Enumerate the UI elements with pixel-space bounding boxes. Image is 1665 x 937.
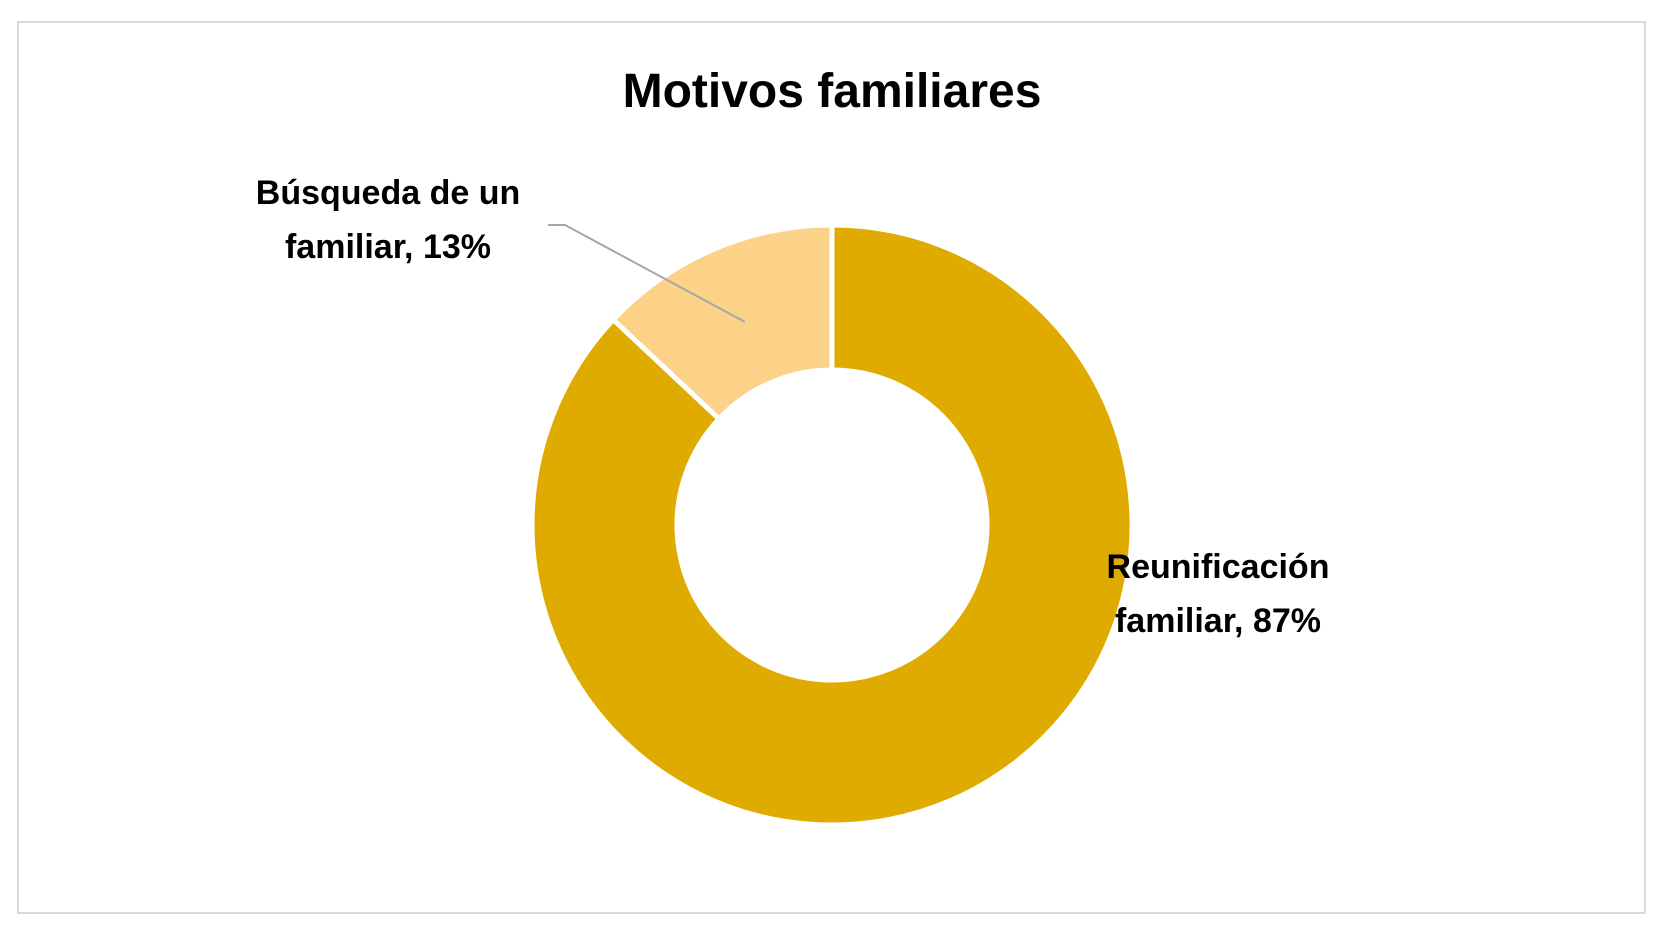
- slice-1: [529, 222, 1135, 828]
- leader-line-2: [548, 224, 746, 323]
- data-label-line: Búsqueda de un: [256, 174, 520, 212]
- data-label-1: Reunificación familiar, 87%: [1107, 548, 1330, 640]
- slices-layer: [529, 222, 1135, 828]
- data-label-line: familiar, 87%: [1115, 602, 1321, 640]
- labels-layer: Reunificación familiar, 87% Búsqueda de un…: [256, 174, 1330, 640]
- slice-2: [609, 222, 835, 423]
- data-label-line: Reunificación: [1107, 548, 1330, 586]
- chart-title: Motivos familiares: [623, 65, 1042, 118]
- data-label-line: familiar, 13%: [285, 228, 491, 266]
- data-label-2: Búsqueda de un familiar, 13%: [256, 174, 520, 266]
